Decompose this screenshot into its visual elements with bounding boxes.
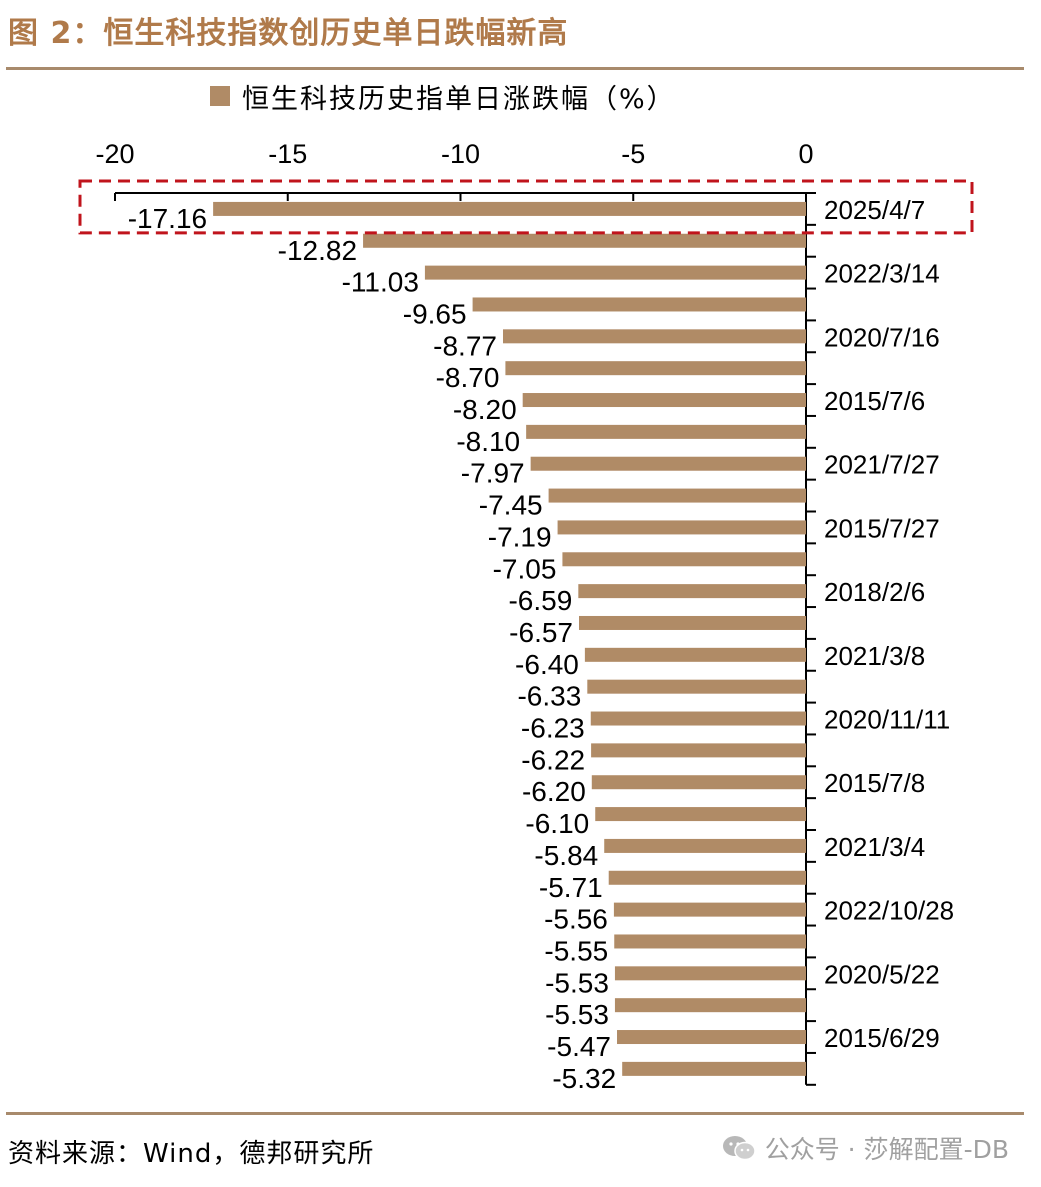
bar xyxy=(604,838,806,853)
x-tick-label: -20 xyxy=(95,139,134,169)
x-tick-label: 0 xyxy=(798,139,813,169)
bar xyxy=(613,902,806,917)
data-label: -11.03 xyxy=(342,267,419,298)
data-label: -12.82 xyxy=(278,235,357,266)
category-label: 2015/6/29 xyxy=(824,1023,940,1053)
x-tick-label: -15 xyxy=(268,139,307,169)
category-label: 2020/5/22 xyxy=(824,959,940,989)
bar xyxy=(591,743,806,758)
data-label: -5.84 xyxy=(534,840,598,871)
data-label: -5.53 xyxy=(545,967,609,998)
bar xyxy=(595,807,806,822)
data-label: -8.70 xyxy=(436,362,500,393)
data-label: -6.22 xyxy=(521,744,585,775)
category-label: 2021/7/27 xyxy=(824,450,940,480)
data-label: -7.19 xyxy=(488,521,552,552)
bar xyxy=(562,552,806,567)
bar xyxy=(614,966,806,981)
data-label: -6.40 xyxy=(515,649,579,680)
category-label: 2021/3/4 xyxy=(824,832,925,862)
data-label: -8.10 xyxy=(456,426,520,457)
bar xyxy=(548,488,806,503)
data-label: -7.45 xyxy=(479,490,543,521)
category-label: 2022/10/28 xyxy=(824,896,954,926)
data-label: -6.57 xyxy=(509,617,573,648)
category-label: 2020/7/16 xyxy=(824,322,940,352)
data-label: -6.59 xyxy=(508,585,572,616)
category-label: 2015/7/8 xyxy=(824,768,925,798)
x-tick-label: -5 xyxy=(621,139,645,169)
category-label: 2025/4/7 xyxy=(824,195,925,225)
data-label: -6.33 xyxy=(517,681,581,712)
source-note: 资料来源：Wind，德邦研究所 xyxy=(8,1139,375,1169)
top-rule xyxy=(6,67,1024,70)
bar xyxy=(591,775,806,790)
watermark-text: 公众号 · 莎解配置-DB xyxy=(764,1135,1009,1164)
data-label: -6.23 xyxy=(521,713,585,744)
data-label: -5.56 xyxy=(544,904,608,935)
category-label: 2015/7/6 xyxy=(824,386,925,416)
bar xyxy=(530,456,806,471)
data-label: -5.32 xyxy=(552,1063,616,1094)
bar xyxy=(590,711,806,726)
category-label: 2021/3/8 xyxy=(824,641,925,671)
data-label: -5.53 xyxy=(545,999,609,1030)
bar xyxy=(363,233,806,248)
bar xyxy=(505,361,806,376)
data-label: -6.20 xyxy=(522,776,586,807)
bar xyxy=(608,870,806,885)
legend-label: 恒生科技历史指单日涨跌幅（%） xyxy=(242,83,676,115)
bar xyxy=(472,297,806,312)
bar xyxy=(579,615,806,630)
category-label: 2022/3/14 xyxy=(824,259,940,289)
bar xyxy=(213,201,806,216)
data-label: -17.16 xyxy=(128,203,207,234)
data-label: -8.20 xyxy=(453,394,517,425)
bar xyxy=(502,329,806,344)
bar xyxy=(557,520,806,535)
wechat-icon xyxy=(722,1136,756,1161)
data-label: -7.05 xyxy=(493,553,557,584)
bar xyxy=(617,1030,806,1045)
bar xyxy=(578,584,806,599)
data-label: -7.97 xyxy=(461,458,525,489)
category-label: 2015/7/27 xyxy=(824,513,940,543)
bar xyxy=(614,998,806,1013)
data-label: -8.77 xyxy=(433,330,497,361)
category-label: 2020/11/11 xyxy=(824,705,950,735)
x-tick-label: -10 xyxy=(441,139,480,169)
bottom-rule xyxy=(6,1112,1024,1115)
data-label: -5.47 xyxy=(547,1031,611,1062)
figure-title: 图 2：恒生科技指数创历史单日跌幅新高 xyxy=(8,16,569,51)
highlight-box xyxy=(78,179,974,235)
bar xyxy=(622,1061,806,1076)
chart-legend: 恒生科技历史指单日涨跌幅（%） xyxy=(210,76,676,116)
data-label: -5.71 xyxy=(539,872,603,903)
bar xyxy=(526,424,806,439)
bar xyxy=(584,647,806,662)
watermark: 公众号 · 莎解配置-DB xyxy=(721,1130,1009,1166)
bar xyxy=(587,679,806,694)
data-label: -5.55 xyxy=(544,935,608,966)
bar xyxy=(424,265,806,280)
data-label: -9.65 xyxy=(403,298,467,329)
bar xyxy=(522,393,806,408)
legend-swatch xyxy=(210,86,230,106)
bar-chart: -20 -15 -10 -5 0 -17.16 2025/4/7 -12.82-11.03 20… xyxy=(78,139,974,1094)
bar xyxy=(614,934,806,949)
data-label: -6.10 xyxy=(525,808,589,839)
category-label: 2018/2/6 xyxy=(824,577,925,607)
